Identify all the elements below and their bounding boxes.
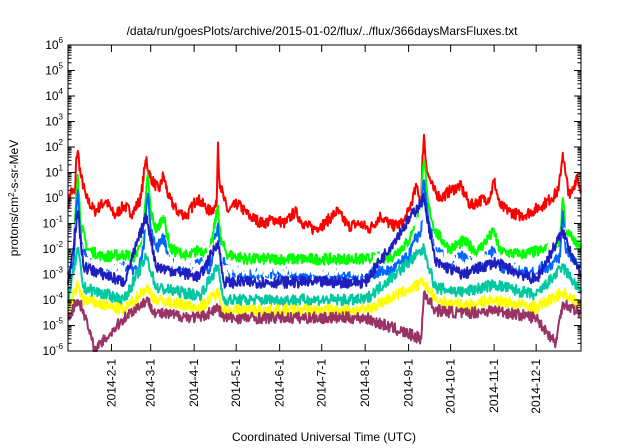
x-tick-label: 2014-4-1 — [187, 359, 201, 407]
x-tick-label: 2014-8-1 — [358, 359, 372, 407]
series-line-1 — [67, 133, 582, 235]
x-tick-label: 2014-11-1 — [487, 359, 501, 413]
y-tick-label: 100 — [45, 189, 63, 205]
x-axis: 2014-2-1 2014-3-1 2014-4-1 2014-5-1 2014-6-1… — [105, 45, 543, 414]
y-tick-base: 10 — [43, 293, 57, 307]
y-tick-label: 10-2 — [43, 240, 64, 256]
y-label-post: -s-sr-MeV — [7, 140, 21, 193]
x-tick-label: 2014-2-1 — [105, 359, 119, 407]
x-tick-label: 2014-7-1 — [315, 359, 329, 407]
y-tick-base: 10 — [43, 268, 57, 282]
y-tick-label: 102 — [45, 138, 63, 154]
y-tick-base: 10 — [43, 242, 57, 256]
y-tick-exponent: 2 — [59, 138, 64, 147]
x-tick-label: 2014-5-1 — [229, 359, 243, 407]
y-tick-exponent: -4 — [56, 291, 64, 300]
y-label-sup: 2 — [7, 192, 16, 197]
y-tick-exponent: -3 — [56, 266, 64, 275]
x-tick-label: 2014-3-1 — [144, 359, 158, 407]
y-tick-base: 10 — [45, 115, 59, 129]
y-tick-base: 10 — [45, 166, 59, 180]
y-tick-exponent: 6 — [59, 36, 64, 45]
y-tick-base: 10 — [43, 319, 57, 333]
x-tick-label: 2014-9-1 — [402, 359, 416, 407]
y-tick-base: 10 — [45, 191, 59, 205]
y-tick-exponent: 5 — [59, 62, 64, 71]
y-tick-exponent: 4 — [59, 87, 64, 96]
x-tick-label: 2014-6-1 — [273, 359, 287, 407]
y-tick-exponent: -1 — [56, 215, 64, 224]
y-tick-label: 10-6 — [43, 342, 64, 358]
y-axis-label: protons/cm2-s-sr-MeV — [7, 140, 21, 256]
y-tick-label: 10-4 — [43, 291, 64, 307]
y-tick-label: 106 — [45, 36, 63, 52]
y-tick-base: 10 — [45, 140, 59, 154]
y-tick-label: 101 — [45, 164, 63, 180]
y-tick-exponent: 1 — [59, 164, 64, 173]
x-tick-label: 2014-10-1 — [444, 359, 458, 414]
y-tick-label: 10-3 — [43, 266, 64, 282]
y-tick-base: 10 — [45, 64, 59, 78]
x-tick-label: 2014-12-1 — [529, 359, 543, 414]
y-tick-base: 10 — [45, 89, 59, 103]
y-tick-exponent: 0 — [59, 189, 64, 198]
y-tick-base: 10 — [45, 38, 59, 52]
y-tick-label: 103 — [45, 113, 63, 129]
y-tick-label: 10-1 — [43, 215, 64, 231]
chart-title: /data/run/goesPlots/archive/2015-01-02/f… — [127, 24, 519, 38]
y-tick-exponent: -2 — [56, 240, 64, 249]
y-tick-exponent: -6 — [56, 342, 64, 351]
y-tick-exponent: 3 — [59, 113, 64, 122]
series-line-5 — [67, 192, 582, 289]
y-tick-exponent: -5 — [56, 317, 64, 326]
y-tick-base: 10 — [43, 217, 57, 231]
series-line-2 — [67, 159, 582, 266]
y-tick-base: 10 — [43, 344, 57, 358]
x-axis-label: Coordinated Universal Time (UTC) — [232, 430, 416, 444]
series-line-6 — [67, 243, 582, 307]
series-line-8 — [67, 290, 582, 352]
y-tick-label: 105 — [45, 62, 63, 78]
y-axis: 10610510410310210110010-110-210-310-410-… — [43, 36, 581, 358]
y-tick-label: 10-5 — [43, 317, 64, 333]
y-label-pre: protons/cm — [7, 197, 21, 256]
series-line-7 — [67, 276, 582, 317]
y-tick-label: 104 — [45, 87, 63, 103]
plot-series — [67, 133, 582, 352]
